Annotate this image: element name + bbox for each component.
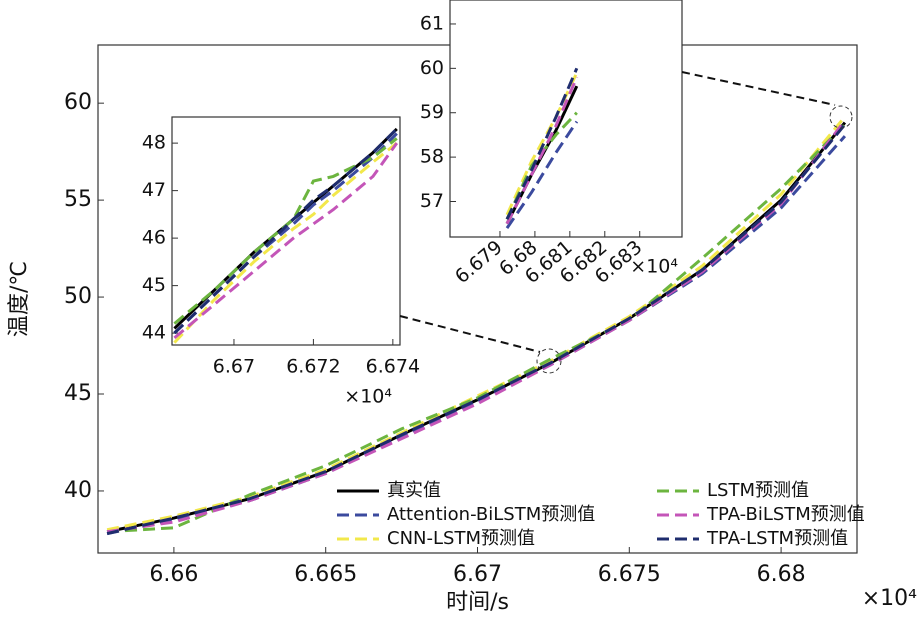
- x-axis-label: 时间/s: [446, 590, 509, 615]
- x-multiplier: ×10⁴: [630, 256, 678, 278]
- legend-label: CNN-LSTM预测值: [387, 528, 535, 549]
- data-line: [173, 137, 398, 325]
- y-tick-label: 40: [64, 478, 92, 503]
- x-tick-label: 6.66: [149, 562, 198, 587]
- x-tick-label: 6.67: [453, 562, 502, 587]
- data-line: [173, 142, 399, 340]
- y-axis-label: 温度/℃: [7, 261, 32, 337]
- x-tick-label: 6.674: [366, 356, 420, 378]
- plot-area: [449, 0, 683, 238]
- y-tick-label: 44: [142, 322, 166, 344]
- y-tick-label: 58: [420, 146, 444, 168]
- legend-label: Attention-BiLSTM预测值: [387, 504, 595, 525]
- x-multiplier: ×10⁴: [344, 386, 392, 408]
- data-line: [173, 127, 398, 335]
- legend-label: TPA-LSTM预测值: [706, 528, 848, 549]
- x-tick-label: 6.67: [213, 356, 255, 378]
- y-tick-label: 50: [64, 284, 92, 309]
- y-tick-label: 60: [420, 57, 444, 79]
- zoom-marker: [536, 348, 562, 374]
- data-line: [505, 67, 579, 220]
- legend-label: LSTM预测值: [707, 480, 809, 501]
- legend-label: 真实值: [387, 480, 441, 501]
- y-tick-label: 45: [64, 381, 92, 406]
- zoom-marker: [829, 105, 853, 129]
- x-tick-label: 6.68: [757, 562, 806, 587]
- connector: [399, 315, 541, 353]
- data-line: [106, 135, 847, 536]
- y-tick-label: 60: [64, 90, 92, 115]
- data-line: [505, 120, 579, 229]
- y-tick-label: 55: [64, 187, 92, 212]
- y-tick-label: 48: [142, 132, 166, 154]
- y-tick-label: 61: [420, 12, 444, 34]
- x-tick-label: 6.672: [286, 356, 340, 378]
- data-line: [106, 123, 847, 536]
- data-line: [107, 123, 846, 534]
- y-tick-label: 47: [142, 179, 166, 201]
- data-line: [173, 141, 398, 344]
- x-multiplier: ×10⁴: [862, 586, 917, 611]
- data-line: [505, 76, 579, 225]
- y-tick-label: 46: [142, 227, 166, 249]
- data-line: [106, 115, 847, 532]
- y-tick-label: 45: [142, 274, 166, 296]
- y-tick-label: 57: [420, 190, 444, 212]
- legend-label: TPA-BiLSTM预测值: [706, 504, 865, 525]
- x-tick-label: 6.675: [598, 562, 661, 587]
- connector: [681, 71, 836, 106]
- y-tick-label: 59: [420, 101, 444, 123]
- x-tick-label: 6.665: [294, 562, 357, 587]
